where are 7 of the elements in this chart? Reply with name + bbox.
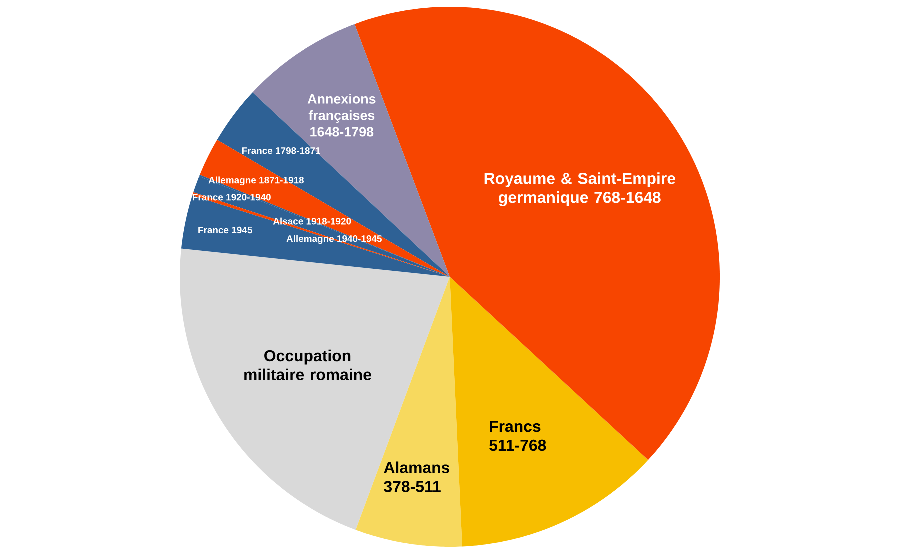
slice-label: Annexions françaises 1648-1798 xyxy=(308,94,376,137)
slice-label: France 1945 xyxy=(198,226,252,234)
slice-label: Francs 511-768 xyxy=(490,421,546,452)
slice-label: Alamans 378-511 xyxy=(384,462,450,492)
slice-label: France 1798-1871 xyxy=(242,148,321,154)
slice-label: Occupation militaire romaine xyxy=(244,350,372,381)
slice-label: Royaume & Saint-Empire germanique 768-1648 xyxy=(484,172,676,206)
